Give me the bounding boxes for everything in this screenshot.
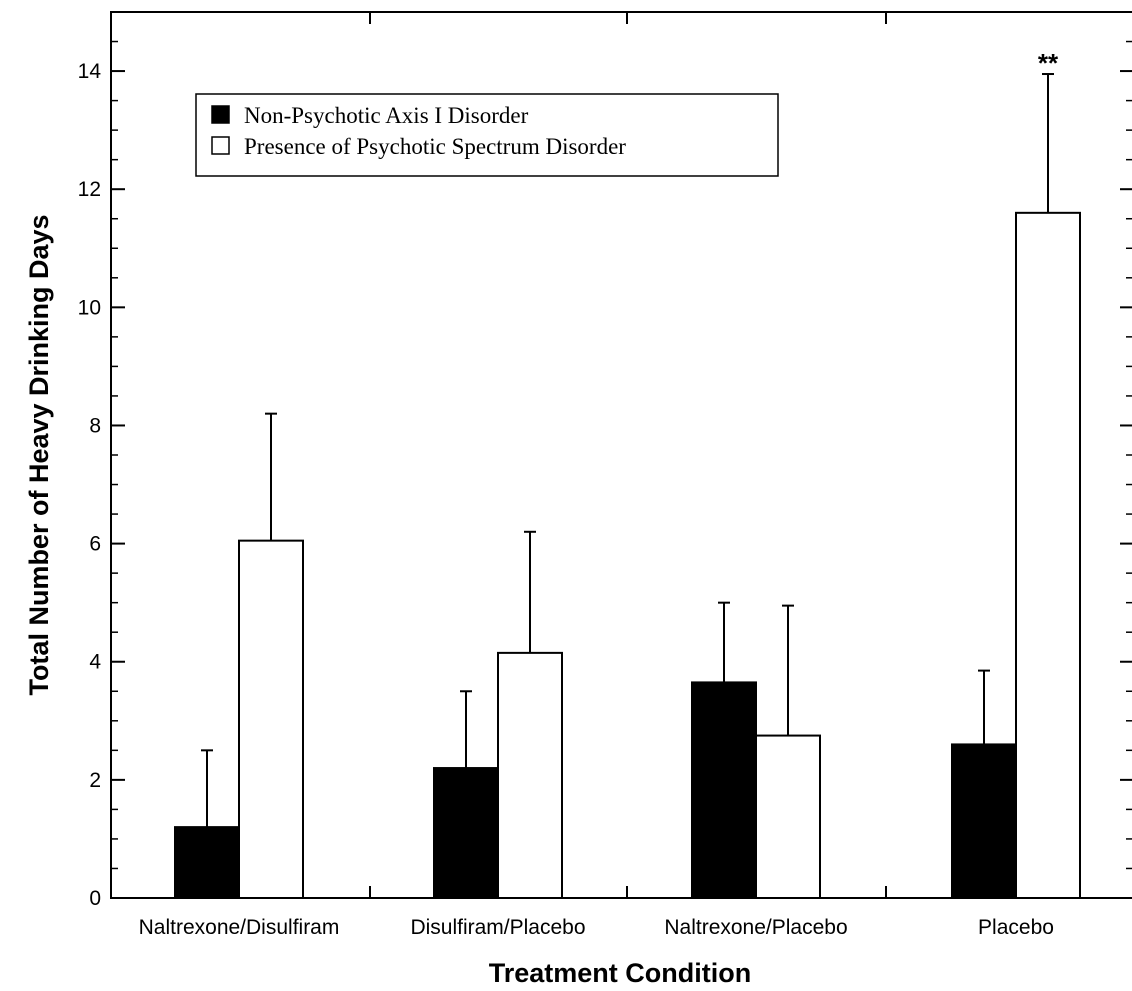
y-tick-label: 6 (89, 533, 101, 556)
significance-marker: ** (1038, 48, 1059, 78)
bar-psychotic-spectrum (755, 734, 821, 899)
y-tick-label: 14 (78, 60, 102, 83)
y-tick-label: 10 (78, 296, 101, 319)
x-tick-label: Naltrexone/Placebo (664, 916, 847, 939)
legend-swatch (211, 136, 230, 155)
y-tick-label: 2 (89, 769, 101, 792)
y-tick-label: 0 (89, 887, 101, 910)
bar-non-psychotic (691, 681, 757, 900)
y-tick-label: 8 (89, 414, 101, 437)
y-axis-title: Total Number of Heavy Drinking Days (24, 214, 54, 695)
y-tick-label: 4 (89, 651, 101, 674)
x-tick-label: Placebo (978, 916, 1054, 939)
bar-psychotic-spectrum (1015, 211, 1081, 899)
x-axis-title: Treatment Condition (489, 958, 752, 988)
bars (174, 73, 1081, 900)
labels: 0 2 4 6 8 10 12 14 Naltrexone/Disulfiram Disulfir… (24, 48, 1059, 988)
bar-non-psychotic (174, 826, 240, 899)
bar-psychotic-spectrum (497, 651, 563, 900)
x-tick-label: Disulfiram/Placebo (410, 916, 585, 939)
y-tick-label: 12 (78, 178, 101, 201)
x-tick-label: Naltrexone/Disulfiram (139, 916, 340, 939)
legend-label: Presence of Psychotic Spectrum Disorder (244, 134, 626, 159)
bar-psychotic-spectrum (238, 539, 304, 899)
legend-box (195, 93, 779, 177)
legend-swatch (211, 105, 230, 124)
bar-non-psychotic (433, 767, 499, 900)
legend: Non-Psychotic Axis I Disorder Presence of… (195, 93, 779, 177)
axes (110, 11, 1132, 899)
bar-non-psychotic (951, 743, 1017, 900)
legend-label: Non-Psychotic Axis I Disorder (244, 103, 529, 128)
